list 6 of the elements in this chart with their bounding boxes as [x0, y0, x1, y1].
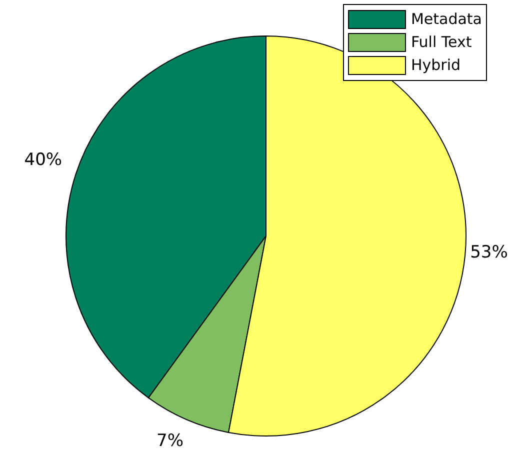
- data-label: 53%: [470, 242, 508, 263]
- legend-label: Hybrid: [410, 55, 461, 76]
- legend-label: Full Text: [410, 32, 472, 53]
- data-label: 40%: [24, 150, 62, 170]
- data-label: 7%: [156, 431, 184, 452]
- legend-label: Metadata: [410, 9, 482, 30]
